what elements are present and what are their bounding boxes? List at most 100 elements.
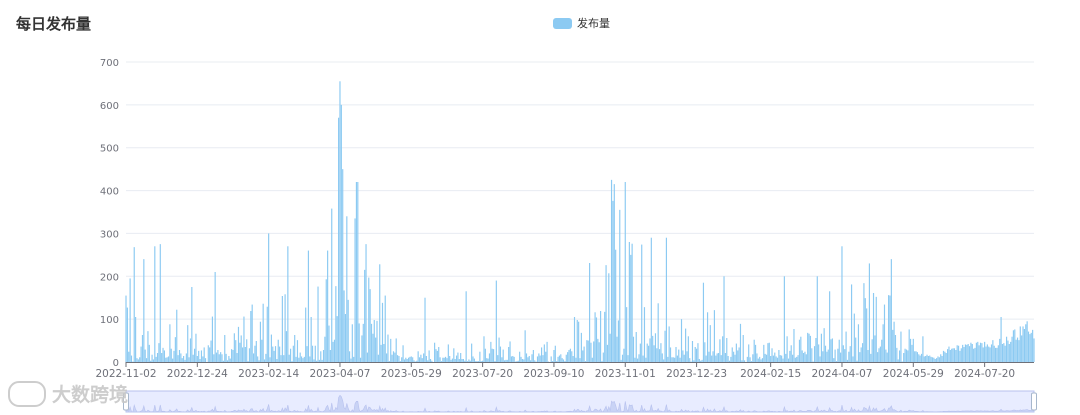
bar	[490, 341, 492, 362]
bar	[553, 350, 555, 362]
bar	[978, 345, 980, 362]
bar	[908, 329, 910, 362]
bar	[981, 343, 983, 362]
bar	[977, 341, 979, 362]
bar	[942, 350, 945, 362]
bar	[882, 324, 884, 362]
zoom-handle-left[interactable]	[123, 392, 129, 411]
bar	[674, 357, 676, 362]
bar	[126, 307, 128, 362]
grid-lines	[126, 61, 1034, 320]
bar	[429, 359, 432, 362]
bar	[331, 208, 333, 362]
bar	[879, 346, 881, 362]
bar	[929, 355, 931, 362]
bar	[661, 353, 663, 362]
bar	[506, 359, 508, 362]
bar	[966, 344, 968, 362]
bar	[213, 354, 215, 362]
bar	[697, 343, 699, 362]
bar	[465, 291, 467, 362]
bar	[431, 360, 433, 362]
bar	[416, 360, 418, 362]
bar	[251, 304, 253, 362]
bar	[835, 361, 838, 362]
bar	[672, 357, 674, 362]
bar	[912, 338, 914, 362]
bar	[1005, 336, 1008, 362]
zoom-window[interactable]	[125, 390, 1035, 413]
x-tick-label: 2024-02-15	[740, 368, 801, 380]
bar	[247, 361, 249, 362]
bar	[993, 345, 995, 362]
bar	[944, 351, 946, 362]
bar	[420, 354, 422, 362]
watermark-logo-icon	[8, 380, 46, 407]
bar	[612, 200, 614, 362]
bar	[796, 356, 798, 362]
bar	[1008, 344, 1010, 362]
bar	[520, 356, 522, 362]
bar	[564, 361, 566, 362]
bar	[545, 351, 547, 362]
bar	[853, 313, 855, 362]
bar	[159, 244, 161, 362]
bar	[440, 361, 443, 362]
bar	[512, 356, 514, 362]
bar	[266, 306, 268, 362]
bar	[495, 280, 497, 362]
bar	[285, 331, 288, 362]
bar	[669, 347, 672, 362]
bar	[628, 242, 630, 362]
bar	[989, 347, 991, 362]
bar	[999, 338, 1001, 362]
bar	[967, 344, 969, 362]
bar	[757, 358, 759, 362]
bar	[770, 356, 772, 362]
bar	[501, 357, 503, 362]
bar	[896, 347, 898, 362]
bar	[246, 339, 248, 362]
bar	[195, 333, 197, 362]
legend-swatch[interactable]	[553, 17, 572, 29]
bar	[128, 351, 130, 362]
bar	[909, 338, 912, 362]
bar	[348, 351, 351, 362]
bar	[679, 357, 681, 362]
bar	[240, 335, 242, 362]
bar	[639, 343, 641, 362]
zoom-handle-right[interactable]	[1031, 392, 1037, 411]
bar	[284, 294, 286, 362]
bar	[390, 338, 392, 362]
bar	[1022, 326, 1024, 362]
bar	[706, 312, 709, 362]
bar	[350, 358, 352, 362]
bar	[1021, 335, 1023, 362]
bar	[686, 351, 688, 362]
legend[interactable]: 发布量	[553, 15, 610, 31]
bar	[971, 344, 973, 362]
bar	[503, 360, 506, 362]
bar	[750, 361, 753, 362]
bar	[451, 358, 454, 362]
legend-label[interactable]: 发布量	[577, 17, 610, 30]
bar	[771, 348, 773, 362]
bar	[320, 351, 322, 362]
bar	[866, 308, 868, 362]
bar	[883, 304, 886, 362]
bar	[667, 356, 669, 362]
bar	[401, 357, 403, 362]
bar	[646, 343, 648, 362]
bar	[299, 352, 301, 362]
bar	[541, 347, 543, 362]
bar	[626, 307, 628, 362]
bar	[130, 355, 133, 362]
bar	[288, 354, 290, 362]
bar	[682, 350, 684, 362]
bar	[790, 345, 792, 362]
bar	[604, 311, 606, 362]
bar	[768, 342, 770, 362]
bar	[235, 340, 237, 362]
bar	[830, 339, 832, 362]
bar	[576, 320, 578, 362]
